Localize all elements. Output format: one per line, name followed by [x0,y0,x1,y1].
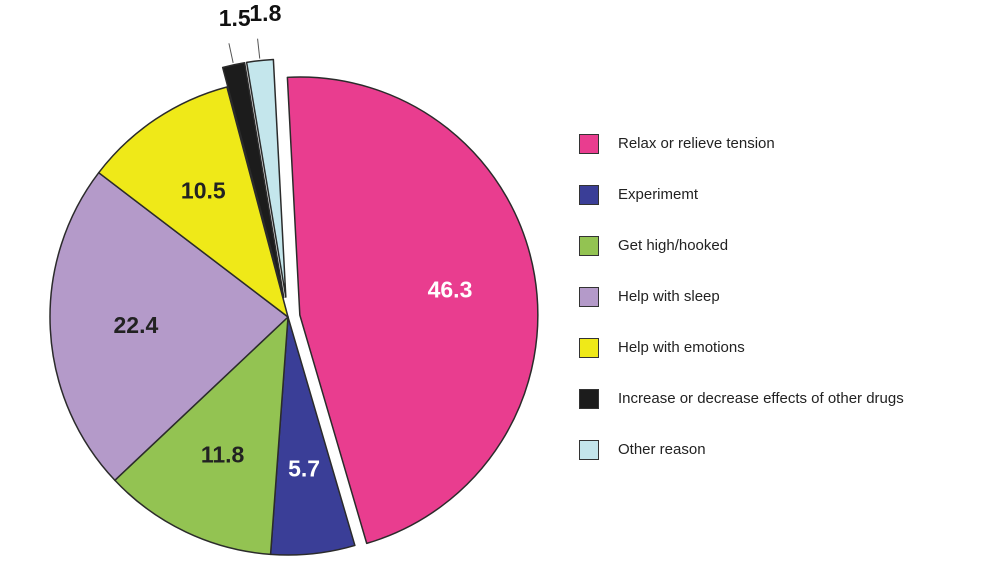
legend-item-experimemt: Experimemt [579,169,904,220]
pie-slice-help-with-sleep [49,171,289,482]
legend-swatch [579,286,599,307]
leader-line-increase-or-decrease-effects-of-other-drugs [228,43,234,63]
legend: Relax or relieve tension Experimemt Get hi… [579,118,904,475]
slice-value-label-relax-or-relieve-tension: 46.3 [428,276,473,302]
legend-label: Relax or relieve tension [618,135,775,152]
legend-label: Get high/hooked [618,237,729,254]
legend-item-other-reason: Other reason [579,424,904,475]
legend-item-get-high-hooked: Get high/hooked [579,220,904,271]
legend-label: Help with sleep [618,288,720,305]
slice-value-label-get-high-hooked: 11.8 [201,442,245,468]
legend-item-relax-or-relieve-tension: Relax or relieve tension [579,118,904,169]
legend-label: Increase or decrease effects of other dr… [618,390,904,407]
pie-slice-help-with-emotions [97,86,289,318]
slice-value-label-help-with-sleep: 22.4 [114,312,159,338]
legend-swatch [579,388,599,409]
pie-slice-other-reason [245,58,287,298]
legend-swatch [579,184,599,205]
legend-label: Experimemt [618,186,699,203]
slice-value-label-help-with-emotions: 10.5 [181,177,226,203]
legend-swatch [579,439,599,460]
pie-slice-relax-or-relieve-tension [286,76,539,545]
legend-label: Help with emotions [618,339,745,356]
pie-slice-increase-or-decrease-effects-of-other-drugs [221,61,285,299]
legend-item-help-with-emotions: Help with emotions [579,322,904,373]
pie-slices [49,58,539,556]
legend-swatch [579,337,599,358]
leader-line-other-reason [257,38,261,59]
legend-label: Other reason [618,441,706,458]
slice-value-label-experimemt: 5.7 [288,455,320,481]
slice-labels: 46.3 5.7 11.8 22.4 10.5 1.51.8 [114,0,473,481]
legend-item-increase-or-decrease-effects-of-other-drugs: Increase or decrease effects of other dr… [579,373,904,424]
legend-item-help-with-sleep: Help with sleep [579,271,904,322]
pie-slice-get-high-hooked [114,316,289,556]
legend-swatch [579,235,599,256]
leader-lines [228,38,261,63]
slice-value-label-increase-or-decrease-effects-of-other-drugs: 1.5 [219,5,251,31]
legend-swatch [579,133,599,154]
slice-value-label-other-reason: 1.8 [249,0,281,26]
